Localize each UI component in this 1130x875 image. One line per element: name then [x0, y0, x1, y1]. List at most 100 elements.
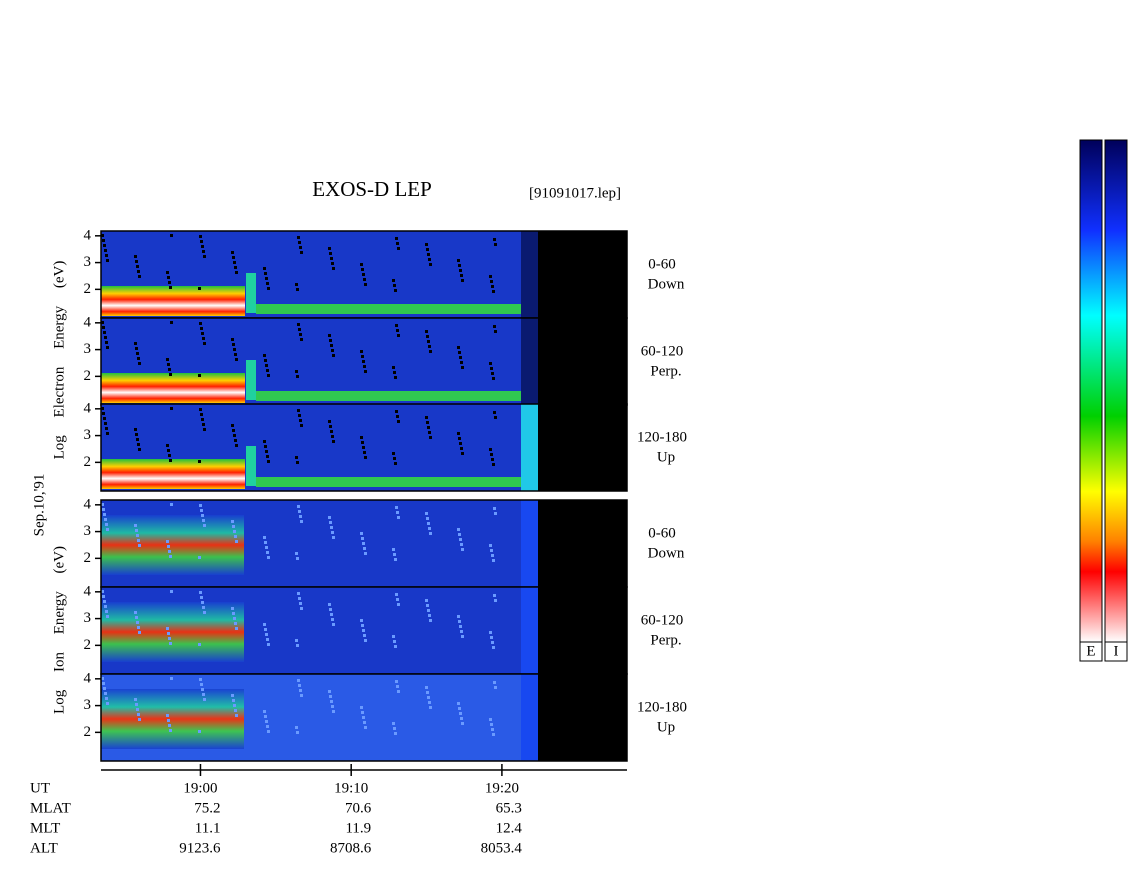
flux-band [256, 391, 521, 401]
noise [200, 596, 203, 599]
flux-band [101, 689, 244, 749]
noise [457, 432, 460, 435]
channel-label: 0-60 [648, 525, 676, 541]
x-tick-label: 19:20 [485, 780, 519, 796]
data-gap [521, 404, 538, 491]
noise [361, 441, 364, 444]
noise [199, 408, 202, 411]
noise [490, 549, 493, 552]
noise [490, 280, 493, 283]
noise [198, 643, 201, 646]
noise [298, 328, 301, 331]
noise [198, 460, 201, 463]
channel-label: 0-60 [648, 256, 676, 272]
flux-band [256, 477, 521, 487]
noise [396, 242, 399, 245]
noise [231, 520, 234, 523]
noise [363, 451, 366, 454]
noise [166, 271, 169, 274]
noise [167, 632, 170, 635]
noise [231, 424, 234, 427]
noise [363, 721, 366, 724]
colorbar [1104, 139, 1128, 643]
noise [392, 635, 395, 638]
noise [362, 273, 365, 276]
noise [427, 340, 430, 343]
noise [235, 714, 238, 717]
noise [459, 712, 462, 715]
noise [198, 287, 201, 290]
channel-direction: Down [648, 276, 685, 292]
noise [397, 247, 400, 250]
noise [266, 282, 269, 285]
noise [461, 452, 464, 455]
noise [300, 424, 303, 427]
noise [331, 705, 334, 708]
noise [231, 694, 234, 697]
no-data [538, 404, 627, 491]
noise [429, 619, 432, 622]
noise [202, 606, 205, 609]
noise [360, 263, 363, 266]
channel-label: 120-180 [637, 699, 687, 715]
noise [234, 353, 237, 356]
y-tick-label: 4 [84, 670, 92, 686]
noise [427, 253, 430, 256]
noise [266, 455, 269, 458]
noise [198, 730, 201, 733]
noise [198, 556, 201, 559]
noise [490, 723, 493, 726]
noise [328, 420, 331, 423]
noise [169, 459, 172, 462]
x-tick-label: 19:00 [183, 780, 217, 796]
noise [493, 411, 496, 414]
noise [364, 552, 367, 555]
noise [202, 423, 205, 426]
noise [267, 287, 270, 290]
noise [137, 713, 140, 716]
noise [361, 268, 364, 271]
orbit-value: 8708.6 [330, 840, 372, 856]
noise [489, 544, 492, 547]
noise [231, 607, 234, 610]
channel-label: 60-120 [641, 612, 684, 628]
noise [397, 334, 400, 337]
noise [491, 641, 494, 644]
noise [364, 283, 367, 286]
y-tick-label: 4 [84, 314, 92, 330]
noise [489, 275, 492, 278]
y-tick-label: 2 [84, 724, 92, 740]
noise [234, 535, 237, 538]
y-tick-label: 3 [84, 254, 92, 270]
y-tick-label: 2 [84, 550, 92, 566]
noise [167, 545, 170, 548]
noise [232, 429, 235, 432]
noise [265, 277, 268, 280]
noise [106, 702, 109, 705]
noise [199, 235, 202, 238]
noise [295, 726, 298, 729]
noise [331, 531, 334, 534]
noise [397, 690, 400, 693]
noise [295, 370, 298, 373]
noise [134, 524, 137, 527]
noise [233, 530, 236, 533]
noise [363, 365, 366, 368]
noise [493, 681, 496, 684]
noise [103, 687, 106, 690]
noise [492, 733, 495, 736]
noise [235, 540, 238, 543]
noise [392, 548, 395, 551]
noise [297, 409, 300, 412]
noise [460, 543, 463, 546]
orbit-value: 75.2 [194, 800, 220, 816]
noise [332, 354, 335, 357]
noise [397, 603, 400, 606]
noise [491, 285, 494, 288]
y-tick-label: 4 [84, 496, 92, 512]
noise [263, 623, 266, 626]
noise [232, 343, 235, 346]
noise [102, 508, 105, 511]
noise [458, 620, 461, 623]
noise [425, 416, 428, 419]
